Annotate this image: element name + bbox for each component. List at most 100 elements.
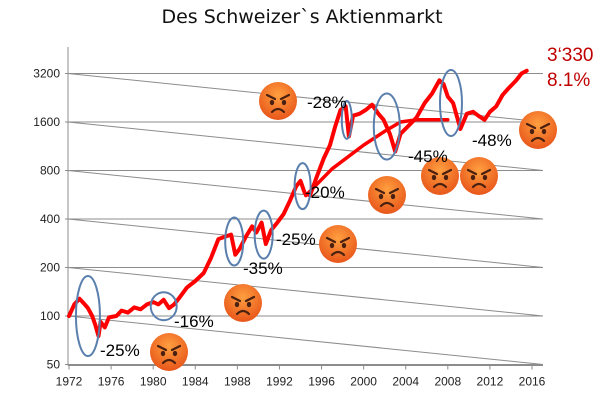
- emoji-face: [319, 225, 357, 263]
- series-line-trend: [304, 118, 450, 198]
- emoji-eye-left: [329, 242, 335, 249]
- emoji-eye-right: [341, 242, 347, 249]
- x-tick-label: 2000: [350, 375, 377, 389]
- x-tick-label: 1984: [182, 375, 209, 389]
- emoji-eye-right: [482, 174, 488, 181]
- final-value-label: 3‘330: [547, 45, 594, 66]
- x-tick-label: 1980: [140, 375, 167, 389]
- drawdown-ellipse: [253, 209, 274, 260]
- emoji-eye-right: [541, 128, 547, 135]
- emoji-mouth: [379, 201, 395, 208]
- emoji-mouth: [270, 107, 286, 114]
- y-tick-label: 200: [40, 261, 60, 275]
- emoji-eye-right: [390, 193, 396, 200]
- annual-return-label: 8.1%: [547, 70, 590, 91]
- angry-face-icon: [519, 111, 557, 149]
- angry-face-icon: [259, 82, 297, 120]
- diagonal-line-200: [67, 267, 544, 317]
- angry-face-icon: [319, 225, 357, 263]
- diagonal-line-100: [67, 315, 544, 365]
- emoji-mouth: [530, 136, 546, 143]
- emoji-brow-left: [156, 344, 168, 352]
- emoji-mouth: [235, 309, 251, 316]
- y-tick-label: 3200: [33, 67, 60, 81]
- drawdown-ellipse: [224, 216, 245, 267]
- emoji-face: [368, 176, 406, 214]
- drawdown-ellipse: [438, 68, 463, 137]
- emoji-brow-right: [388, 187, 400, 195]
- diagonal-line-400: [67, 218, 544, 268]
- emoji-face: [421, 157, 459, 195]
- diagonal-line-3200: [67, 73, 544, 123]
- label-layer: -25% -16% -35% -25% -20% -28% -45% -48%: [100, 93, 512, 360]
- emoji-brow-right: [480, 168, 492, 176]
- angry-face-icon: [224, 284, 262, 322]
- emoji-face: [519, 111, 557, 149]
- drawdown-label: -16%: [174, 312, 214, 331]
- x-tick-label: 2012: [477, 375, 504, 389]
- emoji-eye-right: [246, 301, 252, 308]
- drawdown-ellipse: [149, 291, 178, 322]
- emoji-face: [460, 157, 498, 195]
- drawdown-label: -20%: [305, 183, 345, 202]
- series-line-aktienmarkt-index: [67, 68, 529, 339]
- drawdown-label: -48%: [472, 131, 512, 150]
- emoji-eye-left: [378, 193, 384, 200]
- axis-layer: 50 100 200 400 800 1600 3200 1972 1976 1980 1984 19…: [33, 47, 546, 389]
- emoji-brow-right: [279, 93, 291, 101]
- emoji-eye-left: [431, 174, 437, 181]
- emoji-brow-right: [170, 344, 182, 352]
- emoji-mouth: [330, 250, 346, 257]
- emoji-mouth: [471, 182, 487, 189]
- emoji-eye-left: [529, 128, 535, 135]
- drawdown-label: -25%: [100, 341, 140, 360]
- emoji-eye-left: [234, 301, 240, 308]
- drawdown-label: -35%: [243, 259, 283, 278]
- angry-face-icon: [150, 333, 188, 371]
- diagonal-line-1600: [67, 121, 544, 171]
- emoji-brow-right: [244, 295, 256, 303]
- x-tick-label: 1972: [56, 375, 83, 389]
- emoji-brow-right: [539, 122, 551, 130]
- y-tick-label: 50: [47, 358, 61, 372]
- angry-face-icon: [368, 176, 406, 214]
- emoji-brow-left: [374, 187, 386, 195]
- y-tick-label: 1600: [33, 115, 60, 129]
- x-tick-label: 2004: [392, 375, 419, 389]
- y-tick-label: 100: [40, 309, 60, 323]
- emoji-face: [224, 284, 262, 322]
- emoji-eye-right: [443, 174, 449, 181]
- emoji-brow-right: [441, 168, 453, 176]
- x-tick-label: 1976: [98, 375, 125, 389]
- drawdown-label: -25%: [276, 230, 316, 249]
- emoji-brow-left: [265, 93, 277, 101]
- emoji-brow-right: [339, 236, 351, 244]
- drawdown-label: -45%: [408, 147, 448, 166]
- emoji-brow-left: [427, 168, 439, 176]
- chart-title: Des Schweizer`s Aktienmarkt: [161, 6, 443, 28]
- emoji-face: [259, 82, 297, 120]
- emoji-face: [150, 333, 188, 371]
- drawdown-ellipse: [372, 92, 401, 161]
- x-tick-label: 1996: [308, 375, 335, 389]
- angry-face-icon: [421, 157, 459, 195]
- emoji-brow-left: [230, 295, 242, 303]
- series-layer: [67, 68, 529, 339]
- grid-layer: [65, 73, 544, 365]
- x-tick-label: 1988: [224, 375, 251, 389]
- drawdown-label: -28%: [307, 93, 347, 112]
- emoji-eye-left: [470, 174, 476, 181]
- drawdown-ellipse: [340, 99, 353, 140]
- y-tick-label: 800: [40, 164, 60, 178]
- emoji-eye-left: [160, 350, 166, 357]
- emoji-layer: [150, 82, 557, 371]
- drawdown-ellipse: [74, 275, 101, 357]
- drawdown-ellipses: [74, 68, 463, 357]
- emoji-eye-left: [269, 99, 275, 106]
- emoji-brow-left: [525, 122, 537, 130]
- emoji-mouth: [432, 182, 448, 189]
- angry-face-icon: [460, 157, 498, 195]
- x-tick-label: 1992: [266, 375, 293, 389]
- drawdown-ellipse: [293, 162, 312, 211]
